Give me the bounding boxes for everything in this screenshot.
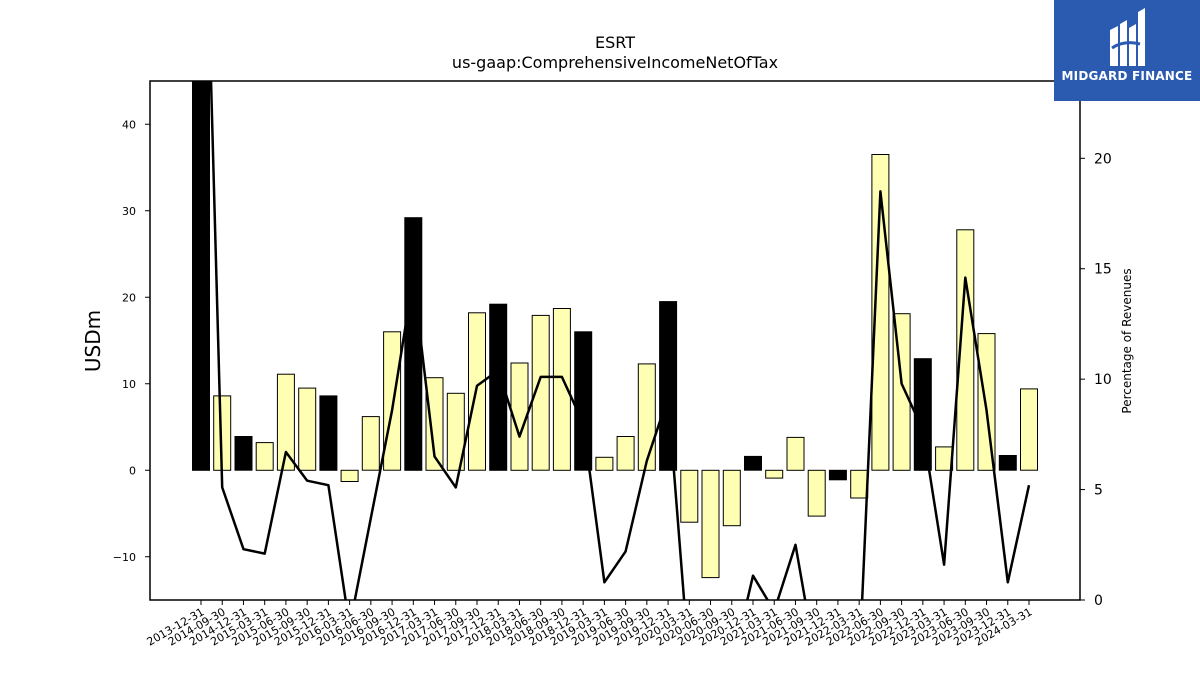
bar-2019-09-30: [637, 363, 656, 471]
y2-tick-label: 10: [1094, 372, 1112, 388]
y2-axis-label: Percentage of Revenues: [1120, 268, 1134, 413]
bar-2015-06-30: [276, 373, 295, 471]
bar-2021-03-31: [765, 469, 784, 479]
bar-2016-06-30: [361, 416, 380, 471]
bar-2020-12-31: [744, 455, 762, 471]
plot-frame: [149, 80, 1081, 601]
midgard-finance-logo: MIDGARD FINANCE: [1054, 0, 1200, 101]
bar-2022-03-31: [850, 469, 869, 499]
y-tick-label: −10: [113, 551, 136, 564]
bar-2021-06-30: [786, 436, 805, 471]
bar-2024-03-31: [1020, 388, 1038, 471]
y2-tick-label: 15: [1094, 262, 1112, 278]
y2-tick-label: 20: [1094, 151, 1112, 167]
bar-2021-09-30: [807, 469, 826, 517]
bar-2018-06-30: [531, 314, 550, 471]
bar-2020-09-30: [722, 469, 741, 527]
bar-2019-12-31: [659, 301, 678, 471]
bar-2023-06-30: [956, 229, 975, 471]
bar-2013-12-31: [192, 81, 210, 471]
bar-2017-06-30: [446, 392, 465, 471]
bar-2022-12-31: [913, 358, 932, 471]
y2-tick-label: 0: [1094, 593, 1103, 609]
y-tick-label: 30: [122, 205, 136, 218]
bar-2014-12-31: [234, 436, 253, 471]
y-tick-label: 20: [122, 291, 136, 304]
bar-2017-03-31: [425, 377, 444, 471]
bar-2023-12-31: [998, 455, 1017, 471]
chart-subtitle: us-gaap:ComprehensiveIncomeNetOfTax: [452, 53, 778, 72]
bar-2019-06-30: [616, 436, 635, 471]
y2-tick-label: 5: [1094, 483, 1103, 499]
percentage-line: [209, 81, 1031, 600]
bar-2018-12-31: [574, 331, 593, 471]
y-axis-label: USDm: [81, 310, 105, 372]
logo-text: MIDGARD FINANCE: [1061, 69, 1193, 83]
bar-2021-12-31: [828, 469, 847, 481]
bar-2015-12-31: [319, 395, 338, 471]
bar-2019-03-31: [595, 456, 614, 471]
bar-2020-06-30: [701, 469, 720, 579]
bar-2017-12-31: [489, 303, 508, 471]
bar-2020-03-31: [680, 469, 699, 523]
bar-2015-03-31: [255, 442, 274, 471]
y-tick-label: 10: [122, 378, 136, 391]
bar-2016-03-31: [340, 469, 359, 482]
bar-2023-03-31: [935, 446, 954, 471]
bar-2016-12-31: [404, 217, 423, 471]
y-tick-label: 40: [122, 118, 136, 131]
y-tick-label: 0: [129, 464, 136, 477]
bar-2015-09-30: [298, 387, 317, 471]
bar-2018-09-30: [552, 308, 571, 471]
bar-2018-03-31: [510, 362, 529, 471]
bar-2016-09-30: [383, 331, 402, 471]
logo-mark-icon: [1110, 8, 1145, 66]
chart-title: ESRT: [595, 33, 635, 52]
